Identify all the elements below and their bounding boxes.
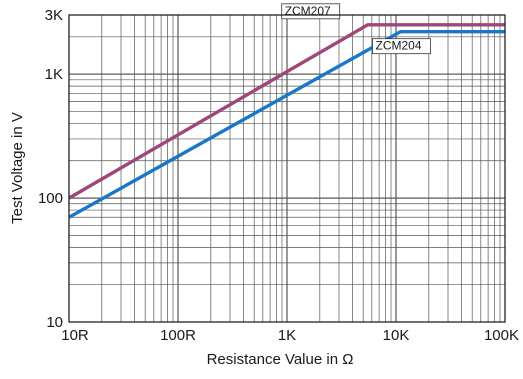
y-tick-label: 100 — [38, 190, 63, 207]
x-tick-label: 10R — [61, 327, 89, 344]
series-label-zcm204: ZCM204 — [372, 38, 431, 55]
series-label-box — [372, 38, 431, 55]
y-tick-label: 1K — [45, 66, 63, 83]
series-labels: ZCM207 ZCM204 — [281, 3, 431, 55]
series-lines — [68, 23, 505, 219]
plot-frame — [68, 14, 506, 323]
y-tick-label: 10 — [46, 314, 63, 331]
series-line-zcm204 — [68, 30, 505, 219]
series-line-zcm207 — [68, 23, 505, 200]
x-tick-label: 10K — [383, 327, 410, 344]
x-tick-label: 100K — [484, 327, 519, 344]
tick-labels: 10R 100R 1K 10K 100K 10 100 1K 3K — [38, 7, 519, 344]
series-label-text: ZCM204 — [376, 39, 422, 53]
x-axis-title: Resistance Value in Ω — [207, 351, 354, 368]
y-tick-label: 3K — [45, 7, 63, 24]
x-tick-label: 1K — [278, 327, 296, 344]
series-label-zcm207: ZCM207 — [281, 3, 341, 20]
series-label-text: ZCM207 — [285, 4, 331, 18]
x-tick-label: 100R — [160, 327, 196, 344]
y-axis-title: Test Voltage in V — [9, 112, 26, 224]
grid — [69, 15, 505, 322]
